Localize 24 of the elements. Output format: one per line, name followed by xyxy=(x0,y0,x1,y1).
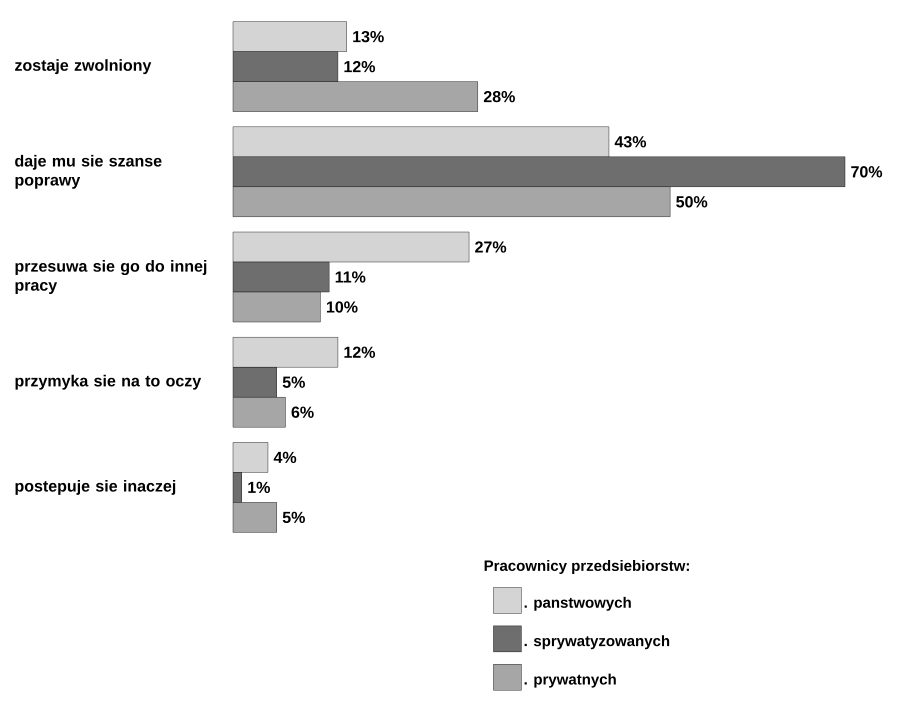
data-label: 6% xyxy=(292,406,314,418)
legend-label: . prywatnych xyxy=(524,674,616,688)
y-tick-label: postepuje sie inaczej xyxy=(16,480,176,495)
y-tick-label: przesuwa sie go do innej pracy xyxy=(16,260,206,294)
y-tick-label: przymyka sie na to oczy xyxy=(16,374,202,390)
legend-label: . sprywatyzowanych xyxy=(524,635,670,650)
data-label: 13% xyxy=(353,30,384,42)
data-label: 4% xyxy=(274,452,296,464)
data-label: 43% xyxy=(614,136,646,148)
y-tick-label: zostaje zwolniony xyxy=(15,59,152,74)
y-tick-label: daje mu sie szanse poprawy xyxy=(15,154,162,189)
data-label: 5% xyxy=(282,376,305,388)
data-label: 50% xyxy=(676,196,708,208)
data-label: 11% xyxy=(336,271,366,283)
data-label: 12% xyxy=(344,60,376,72)
data-label: 1% xyxy=(248,482,270,494)
legend-title: Pracownicy przedsiebiorstw: xyxy=(484,560,689,574)
data-label: 5% xyxy=(282,512,305,524)
data-label: 28% xyxy=(484,90,515,102)
data-label: 12% xyxy=(344,346,376,358)
legend-label: . panstwowych xyxy=(524,596,631,611)
data-label: 70% xyxy=(851,166,882,178)
data-label: 27% xyxy=(475,241,506,253)
data-label: 10% xyxy=(326,301,358,313)
